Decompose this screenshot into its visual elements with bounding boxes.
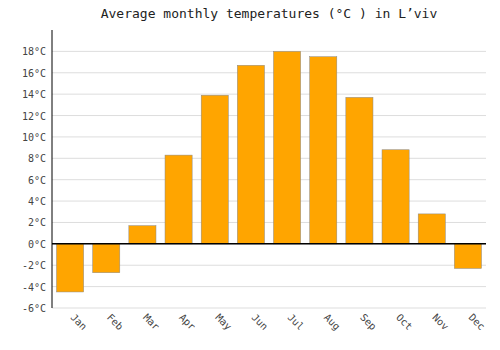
chart-container: Average monthly temperatures (°C ) in L’… <box>0 0 500 350</box>
y-tick-label: 18°C <box>22 46 46 57</box>
y-tick-label: 10°C <box>22 132 46 143</box>
x-tick-label: Sep <box>358 312 379 333</box>
x-tick-label: Jan <box>69 312 90 333</box>
bar <box>201 95 228 244</box>
bar <box>418 214 445 244</box>
y-tick-label: 4°C <box>28 196 46 207</box>
bar <box>382 150 409 244</box>
x-tick-label: Jul <box>286 312 307 333</box>
bar <box>346 97 373 243</box>
grid-line <box>52 136 486 137</box>
grid-line <box>52 201 486 202</box>
x-tick-label: Jun <box>250 312 271 333</box>
y-axis-line <box>52 30 53 308</box>
bar <box>93 244 120 273</box>
grid-line <box>52 158 486 159</box>
bar <box>310 57 337 244</box>
y-tick-label: 14°C <box>22 89 46 100</box>
y-tick-label: -6°C <box>22 303 46 314</box>
y-tick-label: -2°C <box>22 260 46 271</box>
grid-line <box>52 94 486 95</box>
bar <box>57 244 84 292</box>
bar <box>165 155 192 244</box>
grid-line <box>52 115 486 116</box>
y-tick-label: 12°C <box>22 111 46 122</box>
bar <box>274 51 301 243</box>
grid-line <box>52 286 486 287</box>
bars <box>57 51 482 292</box>
grid-line <box>52 243 486 244</box>
bar <box>129 226 156 244</box>
x-tick-label: Oct <box>394 312 415 333</box>
x-tick-label: Aug <box>322 312 343 333</box>
grid-line <box>52 179 486 180</box>
title: Average monthly temperatures (°C ) in L’… <box>101 6 438 21</box>
y-tick-label: 2°C <box>28 217 46 228</box>
x-tick-label: Nov <box>430 312 451 333</box>
x-tick-label: Dec <box>467 312 488 333</box>
grid-line <box>52 308 486 309</box>
x-tick-label: May <box>213 312 234 333</box>
background <box>0 0 500 350</box>
grid <box>52 51 486 308</box>
y-tick-label: -4°C <box>22 282 46 293</box>
x-tick-label: Mar <box>141 312 162 333</box>
y-tick-label: 8°C <box>28 153 46 164</box>
grid-line <box>52 51 486 52</box>
x-tick-label: Apr <box>177 312 198 333</box>
y-tick-label: 0°C <box>28 239 46 250</box>
zero-line <box>52 243 486 245</box>
y-tick-label: 6°C <box>28 175 46 186</box>
chart: Average monthly temperatures (°C ) in L’… <box>0 0 500 350</box>
y-tick-label: 16°C <box>22 68 46 79</box>
bar <box>237 65 264 244</box>
grid-line <box>52 72 486 73</box>
x-tick-label: Feb <box>105 312 126 333</box>
bar <box>454 244 481 269</box>
